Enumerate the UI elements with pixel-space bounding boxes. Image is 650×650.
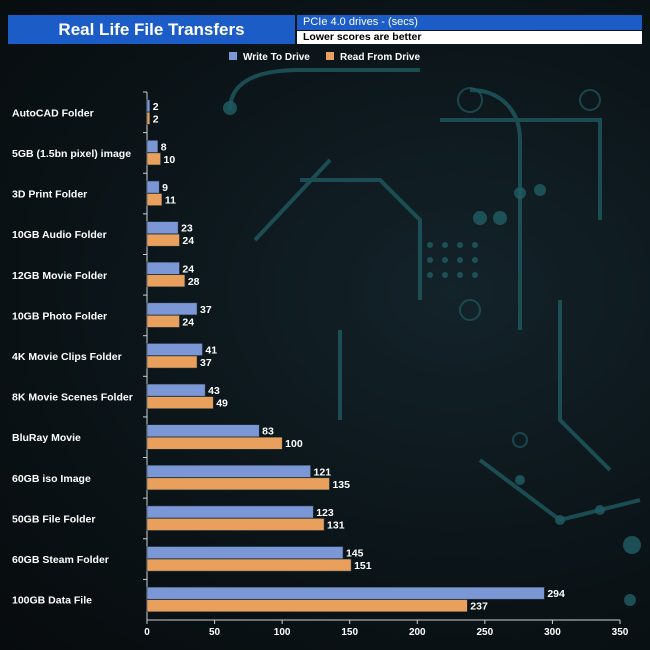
chart-title: Real Life File Transfers (8, 15, 295, 44)
category-label: 50GB File Folder (12, 513, 95, 525)
bar-read (146, 152, 161, 166)
bar-write (146, 586, 545, 600)
bar-write (146, 140, 159, 153)
x-tick-label: 350 (612, 627, 629, 638)
data-label-write: 145 (346, 548, 364, 560)
category-label: 12GB Movie Folder (12, 270, 107, 282)
data-label-write: 294 (547, 588, 565, 600)
category-label: 4K Movie Clips Folder (12, 351, 122, 363)
data-label-write: 41 (205, 345, 217, 357)
x-tick-label: 100 (274, 627, 291, 638)
legend-swatch-1 (326, 52, 334, 60)
data-label-read: 11 (165, 195, 176, 207)
data-label-read: 37 (200, 357, 212, 369)
data-label-read: 24 (182, 235, 194, 247)
data-label-write: 121 (314, 466, 332, 478)
bar-write (146, 302, 198, 316)
data-label-write: 123 (316, 507, 334, 519)
data-label-read: 28 (188, 276, 200, 288)
bar-write (146, 99, 150, 113)
x-tick-label: 150 (341, 627, 358, 638)
bar-write (146, 546, 344, 559)
data-label-write: 9 (162, 182, 168, 194)
data-label-write: 83 (262, 426, 274, 438)
category-label: AutoCAD Folder (12, 107, 94, 119)
bar-read (146, 355, 198, 369)
bar-write (146, 383, 206, 397)
data-label-read: 2 (153, 113, 159, 125)
bar-read (146, 518, 325, 531)
bar-write (146, 180, 160, 194)
data-label-read: 135 (332, 479, 350, 491)
x-tick-label: 300 (544, 627, 561, 638)
data-label-read: 10 (164, 154, 176, 166)
x-tick-label: 200 (409, 627, 426, 638)
bar-write (146, 505, 314, 519)
bar-read (146, 396, 214, 409)
legend-label-0: Write To Drive (243, 52, 310, 63)
data-label-read: 100 (285, 438, 303, 450)
category-label: 60GB iso Image (12, 473, 91, 485)
bar-write (146, 424, 260, 437)
data-label-write: 8 (161, 141, 167, 153)
chart-note: Lower scores are better (297, 31, 642, 44)
category-label: 10GB Audio Folder (12, 229, 107, 241)
data-label-read: 131 (327, 519, 345, 531)
bar-read (146, 436, 283, 450)
chart-subtitle: PCIe 4.0 drives - (secs) (297, 15, 642, 30)
category-label: 3D Print Folder (12, 189, 87, 201)
bar-read (146, 477, 330, 491)
bar-write (146, 262, 180, 275)
bar-write (146, 343, 203, 356)
data-label-read: 24 (182, 316, 194, 328)
category-label: 100GB Data File (12, 595, 92, 607)
category-label: 8K Movie Scenes Folder (12, 392, 133, 404)
category-label: 10GB Photo Folder (12, 310, 107, 322)
bar-write (146, 465, 311, 478)
category-label: BluRay Movie (12, 432, 81, 444)
data-label-read: 49 (216, 398, 228, 410)
data-label-write: 37 (200, 304, 212, 316)
bar-read (146, 599, 468, 612)
bar-read (146, 233, 180, 247)
bar-read (146, 112, 150, 125)
x-tick-label: 50 (209, 627, 221, 638)
bar-read (146, 315, 180, 328)
data-label-write: 24 (182, 263, 194, 275)
category-label: 60GB Steam Folder (12, 554, 109, 566)
data-label-write: 23 (181, 223, 193, 235)
bar-read (146, 274, 186, 288)
bar-write (146, 221, 179, 234)
data-label-write: 43 (208, 385, 220, 397)
data-label-write: 2 (153, 101, 159, 113)
subtitle-box: PCIe 4.0 drives - (secs) Lower scores ar… (297, 15, 642, 44)
x-tick-label: 0 (144, 627, 150, 638)
legend-swatch-0 (229, 52, 237, 60)
x-tick-label: 250 (477, 627, 494, 638)
data-label-read: 237 (470, 601, 488, 613)
bar-read (146, 558, 352, 572)
category-label: 5GB (1.5bn pixel) image (12, 148, 131, 160)
bar-read (146, 193, 163, 206)
legend-label-1: Read From Drive (340, 52, 420, 63)
data-label-read: 151 (354, 560, 372, 572)
